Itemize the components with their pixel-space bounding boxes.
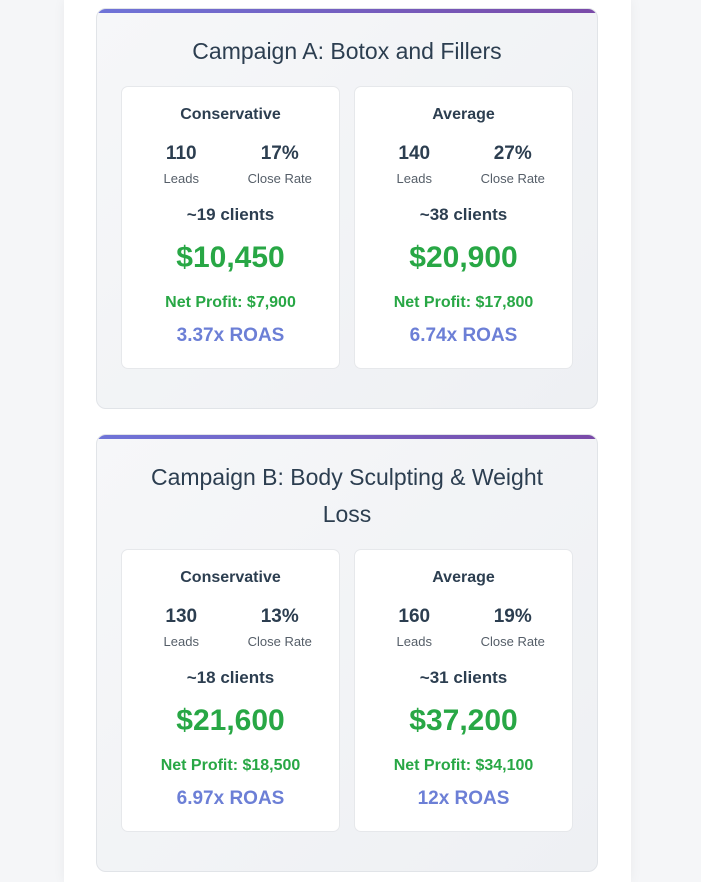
close-rate-metric: 19% Close Rate [468,606,558,649]
close-rate-metric: 27% Close Rate [468,143,558,186]
close-rate-label: Close Rate [247,634,312,649]
leads-value: 160 [398,606,431,627]
scenario-name: Conservative [180,106,281,123]
leads-label: Leads [396,171,432,186]
revenue-value: $21,600 [176,704,285,737]
close-rate-metric: 17% Close Rate [235,143,325,186]
leads-value: 110 [165,143,197,164]
roas-value: 6.74x ROAS [409,325,518,346]
campaign-card-a: Campaign A: Botox and Fillers Conservati… [96,8,598,409]
close-rate-value: 13% [260,606,299,627]
leads-metric: 140 Leads [369,143,459,186]
net-profit: Net Profit: $17,800 [393,294,534,311]
close-rate-value: 27% [493,143,532,164]
leads-metric: 160 Leads [369,606,459,649]
scenario-card-average: Average 160 Leads 19% Close Rate ~31 cli… [354,549,573,832]
scenario-card-conservative: Conservative 130 Leads 13% Close Rate ~1… [121,549,340,832]
leads-label: Leads [163,171,199,186]
roas-value: 12x ROAS [417,788,510,809]
scenario-card-average: Average 140 Leads 27% Close Rate ~38 cli… [354,86,573,369]
close-rate-label: Close Rate [247,171,312,186]
campaign-title: Campaign B: Body Sculpting & Weight Loss [150,464,544,527]
leads-metric: 130 Leads [136,606,226,649]
leads-metric: 110 Leads [136,143,226,186]
leads-value: 130 [165,606,198,627]
scenario-name: Average [432,106,495,123]
revenue-value: $37,200 [409,704,518,737]
net-profit: Net Profit: $34,100 [393,757,534,774]
metrics-row: 110 Leads 17% Close Rate [122,143,339,186]
close-rate-label: Close Rate [480,171,545,186]
close-rate-value: 17% [260,143,299,164]
roas-value: 6.97x ROAS [176,788,285,809]
clients-count: ~18 clients [186,668,275,687]
metrics-row: 160 Leads 19% Close Rate [355,606,572,649]
scenario-card-conservative: Conservative 110 Leads 17% Close Rate ~1… [121,86,340,369]
scenario-list: Conservative 110 Leads 17% Close Rate ~1… [121,86,573,369]
campaign-card-b: Campaign B: Body Sculpting & Weight Loss… [96,434,598,872]
leads-label: Leads [396,634,432,649]
clients-count: ~19 clients [186,205,275,224]
revenue-value: $10,450 [176,241,285,274]
close-rate-metric: 13% Close Rate [235,606,325,649]
clients-count: ~31 clients [419,668,508,687]
metrics-row: 130 Leads 13% Close Rate [122,606,339,649]
scenario-name: Conservative [180,569,281,586]
campaign-title: Campaign A: Botox and Fillers [192,38,502,64]
revenue-value: $20,900 [409,241,518,274]
net-profit: Net Profit: $18,500 [160,757,301,774]
leads-label: Leads [163,634,199,649]
close-rate-label: Close Rate [480,634,545,649]
close-rate-value: 19% [493,606,532,627]
leads-value: 140 [398,143,431,164]
scenario-name: Average [432,569,495,586]
net-profit: Net Profit: $7,900 [165,294,296,311]
clients-count: ~38 clients [419,205,508,224]
scenario-list: Conservative 130 Leads 13% Close Rate ~1… [121,549,573,832]
metrics-row: 140 Leads 27% Close Rate [355,143,572,186]
roas-value: 3.37x ROAS [176,325,285,346]
